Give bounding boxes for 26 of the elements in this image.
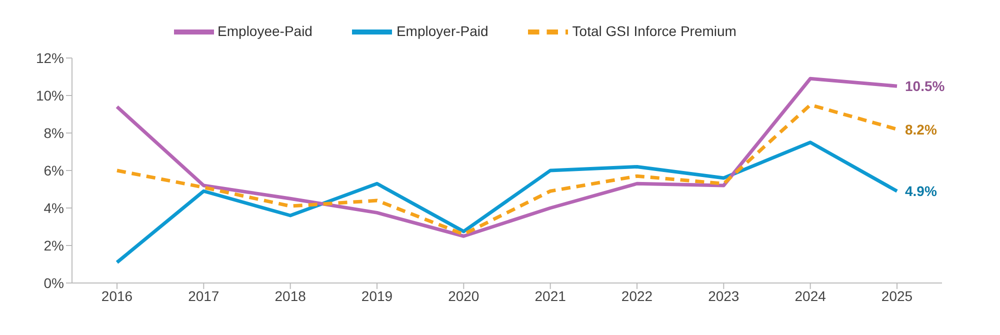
- y-tick-label: 8%: [44, 124, 64, 141]
- x-tick-label: 2025: [881, 288, 913, 304]
- y-tick-label: 0%: [44, 274, 64, 291]
- line-series: [115, 103, 899, 236]
- x-tick-label: 2022: [621, 288, 653, 304]
- legend-label: Total GSI Inforce Premium: [572, 22, 736, 39]
- x-tick-label: 2024: [794, 288, 826, 304]
- y-tick-label: 4%: [44, 200, 64, 216]
- y-tick-label: 12%: [36, 50, 64, 66]
- data-label: 8.2%: [905, 121, 938, 138]
- x-tick-label: 2019: [361, 288, 393, 304]
- y-tick-label: 6%: [44, 162, 64, 178]
- legend-label: Employer-Paid: [396, 22, 488, 39]
- line-series: [115, 140, 899, 264]
- line-series: [115, 76, 899, 238]
- y-tick-label: 2%: [44, 237, 64, 254]
- x-tick-label: 2016: [101, 288, 133, 304]
- x-tick-label: 2020: [448, 288, 480, 304]
- x-tick-label: 2023: [708, 288, 740, 304]
- x-tick-label: 2018: [274, 288, 306, 304]
- legend-label: Employee-Paid: [218, 22, 312, 39]
- x-tick-label: 2021: [534, 288, 566, 304]
- x-tick-label: 2017: [188, 288, 220, 304]
- data-label: 4.9%: [905, 183, 938, 200]
- data-label: 10.5%: [905, 78, 946, 94]
- y-tick-label: 10%: [36, 87, 64, 104]
